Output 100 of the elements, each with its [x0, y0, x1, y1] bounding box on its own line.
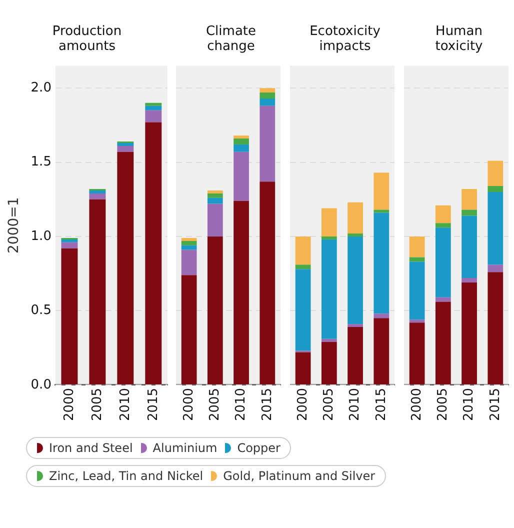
bar — [488, 160, 504, 186]
bar — [462, 278, 477, 282]
y-tick-label: 1.0 — [30, 228, 52, 244]
bar — [321, 342, 337, 384]
bar — [462, 188, 477, 210]
bar — [435, 223, 451, 228]
chart-title: Production amounts — [51, 24, 123, 54]
bar — [462, 282, 477, 384]
bar — [181, 275, 197, 384]
bar — [409, 322, 425, 384]
bar — [181, 240, 197, 246]
bar — [488, 264, 504, 272]
bar — [462, 216, 477, 278]
x-tick-label: 2005 — [208, 388, 223, 422]
x-tick-label: 2015 — [488, 388, 503, 422]
bar — [260, 88, 276, 93]
bar — [295, 264, 311, 270]
bar — [409, 320, 425, 323]
bar — [145, 106, 162, 110]
bar — [260, 182, 276, 384]
x-tick-label: 2015 — [146, 388, 161, 422]
bar — [89, 199, 106, 384]
bar — [295, 269, 311, 351]
bar — [61, 248, 78, 384]
chart-title: Climate change — [204, 24, 258, 54]
bar — [295, 236, 311, 265]
bar — [234, 200, 249, 384]
y-tick-label: 1.5 — [30, 154, 52, 170]
bar — [348, 234, 363, 236]
bar — [348, 327, 363, 384]
bar — [321, 208, 337, 236]
bar — [409, 262, 425, 320]
x-tick-label: 2000 — [409, 388, 424, 422]
bar — [260, 92, 276, 98]
legend-label: Gold, Platinum and Silver — [223, 469, 376, 483]
bar — [374, 314, 390, 318]
y-tick-label: 2.0 — [30, 80, 52, 96]
bar — [181, 250, 197, 276]
bar — [374, 318, 390, 384]
bar — [488, 186, 504, 192]
y-axis-title: 2000=1 — [6, 197, 22, 254]
bar — [117, 146, 134, 152]
bar — [207, 193, 223, 198]
bar — [145, 110, 162, 122]
bar — [462, 210, 477, 216]
x-tick-label: 2010 — [462, 388, 477, 422]
bar — [207, 204, 223, 236]
bar — [234, 144, 249, 152]
bar — [234, 136, 249, 139]
bar — [348, 324, 363, 328]
bar — [435, 302, 451, 384]
bar — [409, 236, 425, 258]
bar — [181, 245, 197, 250]
chart-title: Ecotoxicity impacts — [308, 24, 382, 54]
bar — [348, 236, 363, 324]
bar — [89, 193, 106, 200]
x-tick-label: 2010 — [234, 388, 249, 422]
bar — [374, 212, 390, 314]
bar — [435, 297, 451, 302]
bar — [295, 352, 311, 384]
bar — [207, 236, 223, 384]
bar — [117, 152, 134, 384]
x-tick-label: 2000 — [181, 388, 196, 422]
bar — [321, 338, 337, 342]
legend-label: Zinc, Lead, Tin and Nickel — [49, 469, 204, 483]
x-tick-label: 2005 — [322, 388, 337, 422]
bar — [181, 238, 197, 241]
bar — [117, 142, 134, 146]
chart-title: Human toxicity — [434, 24, 484, 54]
bar — [488, 192, 504, 265]
x-tick-label: 2015 — [374, 388, 389, 422]
bar — [348, 202, 363, 234]
bar — [321, 236, 337, 240]
y-tick-label: 0.5 — [30, 303, 52, 318]
bar — [234, 152, 249, 201]
x-tick-label: 2010 — [348, 388, 363, 422]
bar — [435, 205, 451, 224]
x-tick-label: 2005 — [436, 388, 451, 422]
bar — [145, 102, 162, 106]
legend-label: Copper — [237, 441, 280, 455]
x-tick-label: 2015 — [260, 388, 275, 422]
bar — [234, 138, 249, 144]
bar — [61, 242, 78, 248]
x-tick-label: 2000 — [295, 388, 310, 422]
x-tick-label: 2000 — [62, 388, 77, 422]
y-tick-label: 0.0 — [30, 377, 52, 392]
bar — [89, 190, 106, 194]
bar — [374, 172, 390, 210]
bar — [321, 239, 337, 339]
bar — [207, 190, 223, 194]
x-tick-label: 2010 — [118, 388, 133, 422]
bar — [260, 98, 276, 106]
legend-label: Iron and Steel — [49, 441, 133, 455]
legend-label: Aluminium — [152, 441, 218, 455]
bar — [435, 228, 451, 298]
bar — [207, 198, 223, 204]
bar — [488, 272, 504, 384]
bar — [260, 106, 276, 182]
bar — [145, 122, 162, 384]
bar — [61, 239, 78, 242]
